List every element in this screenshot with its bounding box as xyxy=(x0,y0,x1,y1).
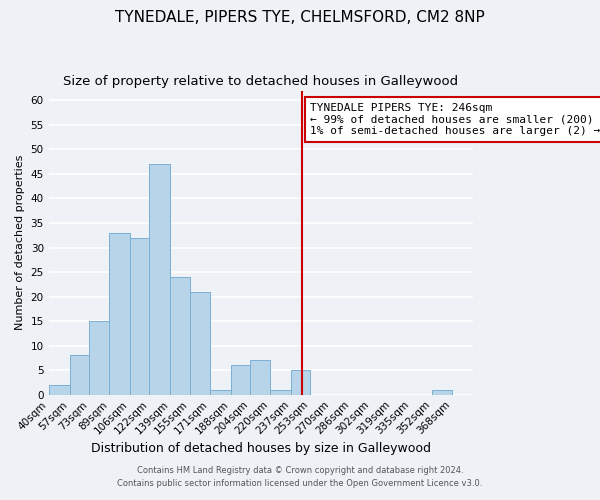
Bar xyxy=(230,366,250,394)
Text: TYNEDALE PIPERS TYE: 246sqm
← 99% of detached houses are smaller (200)
1% of sem: TYNEDALE PIPERS TYE: 246sqm ← 99% of det… xyxy=(310,103,600,136)
Bar xyxy=(250,360,270,394)
Bar xyxy=(130,238,149,394)
Bar xyxy=(149,164,170,394)
Bar xyxy=(170,277,190,394)
Bar xyxy=(291,370,310,394)
Bar xyxy=(70,356,89,395)
Bar xyxy=(432,390,452,394)
Bar xyxy=(209,390,230,394)
Bar xyxy=(190,292,209,395)
Y-axis label: Number of detached properties: Number of detached properties xyxy=(15,155,25,330)
X-axis label: Distribution of detached houses by size in Galleywood: Distribution of detached houses by size … xyxy=(91,442,431,455)
Bar xyxy=(270,390,291,394)
Bar xyxy=(89,321,109,394)
Title: Size of property relative to detached houses in Galleywood: Size of property relative to detached ho… xyxy=(63,75,458,88)
Text: TYNEDALE, PIPERS TYE, CHELMSFORD, CM2 8NP: TYNEDALE, PIPERS TYE, CHELMSFORD, CM2 8N… xyxy=(115,10,485,25)
Text: Contains HM Land Registry data © Crown copyright and database right 2024.
Contai: Contains HM Land Registry data © Crown c… xyxy=(118,466,482,487)
Bar xyxy=(109,233,130,394)
Bar xyxy=(49,385,70,394)
